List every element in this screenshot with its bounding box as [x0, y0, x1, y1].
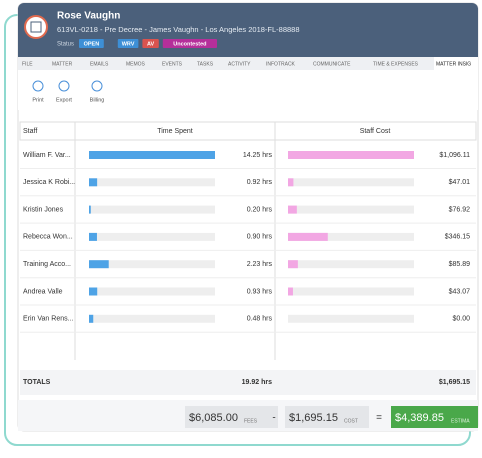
time-bar [89, 232, 97, 241]
bar-track [89, 287, 215, 296]
table-header [19, 121, 477, 141]
bar-track [89, 314, 215, 323]
equals-sign: = [376, 413, 382, 424]
bar-track [89, 205, 215, 214]
cost-box [285, 406, 369, 428]
cost-value: $43.07 [449, 288, 471, 295]
bar-track [89, 232, 215, 241]
time-value: 0.90 hrs [247, 234, 273, 241]
staff-name: Training Acco... [23, 261, 71, 268]
toolbar-icon [32, 80, 44, 92]
staff-name: Andrea Valle [23, 288, 63, 295]
status-label: Status [57, 42, 74, 48]
totals-cost: $1,695.15 [439, 379, 470, 386]
badge-text: AV [147, 41, 155, 47]
time-value: 2.23 hrs [247, 261, 273, 268]
fees-box [185, 406, 278, 428]
cost-value: $76.92 [449, 206, 471, 213]
cost-label: COST [344, 418, 358, 424]
cost-value: $1,096.11 [439, 152, 470, 159]
tab: EMAILS [90, 61, 109, 67]
bar-track [288, 287, 414, 296]
badge-text: WRV [122, 41, 135, 47]
fees-value: $6,085.00 [189, 412, 238, 424]
time-bar [89, 314, 94, 323]
status-badge [117, 39, 139, 48]
tab: TIME & EXPENSES [373, 61, 419, 67]
tab: INFOTRACK [266, 61, 296, 67]
staff-name: Kristin Jones [23, 206, 64, 213]
minus-sign: - [272, 413, 275, 424]
bar-track [288, 260, 414, 269]
cost-bar [288, 287, 293, 296]
tab: MATTER [52, 61, 73, 67]
toolbar-button: Billing [90, 97, 105, 103]
status-badge [162, 39, 217, 48]
column-header: Staff Cost [360, 128, 391, 135]
bar-track [288, 178, 414, 187]
time-bar [89, 260, 109, 269]
bar-track [288, 232, 414, 241]
bar-track [288, 205, 414, 214]
time-value: 0.20 hrs [247, 206, 273, 213]
staff-name: Rebecca Won... [23, 234, 73, 241]
estimate-value: $4,389.85 [395, 412, 444, 424]
tab: MEMOS [126, 61, 146, 67]
cost-value: $47.01 [449, 179, 471, 186]
tab: EVENTS [162, 61, 183, 67]
bar-track [288, 314, 414, 323]
time-value: 0.93 hrs [247, 288, 273, 295]
estimate-label: ESTIMA [451, 418, 470, 424]
column-header: Time Spent [157, 128, 193, 135]
time-value: 0.48 hrs [247, 316, 273, 323]
estimate-box [391, 406, 478, 428]
staff-name: William F. Var... [23, 152, 71, 159]
totals-time: 19.92 hrs [242, 379, 272, 386]
staff-name: Jessica K Robi... [23, 179, 75, 186]
cost-bar [288, 260, 298, 269]
tab: COMMUNICATE [313, 61, 351, 67]
totals-row [20, 370, 476, 395]
bar-track [89, 178, 215, 187]
bar-track [89, 260, 215, 269]
toolbar-icon [91, 80, 103, 92]
cost-bar [288, 232, 328, 241]
time-bar [89, 178, 98, 187]
totals-label: TOTALS [23, 379, 51, 386]
time-bar [89, 151, 215, 159]
active-tab [434, 57, 478, 70]
tab: MATTER INSIG [436, 61, 471, 67]
time-bar [89, 205, 91, 214]
avatar [24, 15, 48, 39]
column-header: Staff [23, 128, 37, 135]
cost-bar [288, 178, 294, 187]
cost-value: $1,695.15 [289, 412, 338, 424]
tab: FILE [22, 61, 33, 67]
tab: ACTIVITY [228, 61, 251, 67]
tab-bar [18, 57, 478, 70]
matter-subtitle: 613VL-0218 - Pre Decree - James Vaughn -… [57, 25, 300, 34]
status-badge [79, 39, 104, 48]
toolbar [18, 70, 478, 110]
tab: TASKS [197, 61, 214, 67]
cost-bar [288, 151, 414, 159]
time-value: 14.25 hrs [243, 152, 273, 159]
avatar-icon [30, 21, 42, 33]
badge-text: Uncontested [173, 41, 206, 47]
fees-label: FEES [244, 418, 258, 424]
cost-value: $0.00 [452, 316, 470, 323]
badge-text: OPEN [84, 41, 100, 47]
cost-value: $346.15 [445, 234, 470, 241]
time-value: 0.92 hrs [247, 179, 273, 186]
toolbar-icon [58, 80, 70, 92]
client-name: Rose Vaughn [57, 11, 120, 22]
staff-name: Erin Van Rens... [23, 316, 74, 323]
cost-value: $85.89 [449, 261, 471, 268]
cost-bar [288, 205, 297, 214]
toolbar-button: Export [56, 97, 72, 103]
time-bar [89, 287, 98, 296]
status-badge [142, 39, 159, 48]
toolbar-button: Print [32, 97, 44, 103]
